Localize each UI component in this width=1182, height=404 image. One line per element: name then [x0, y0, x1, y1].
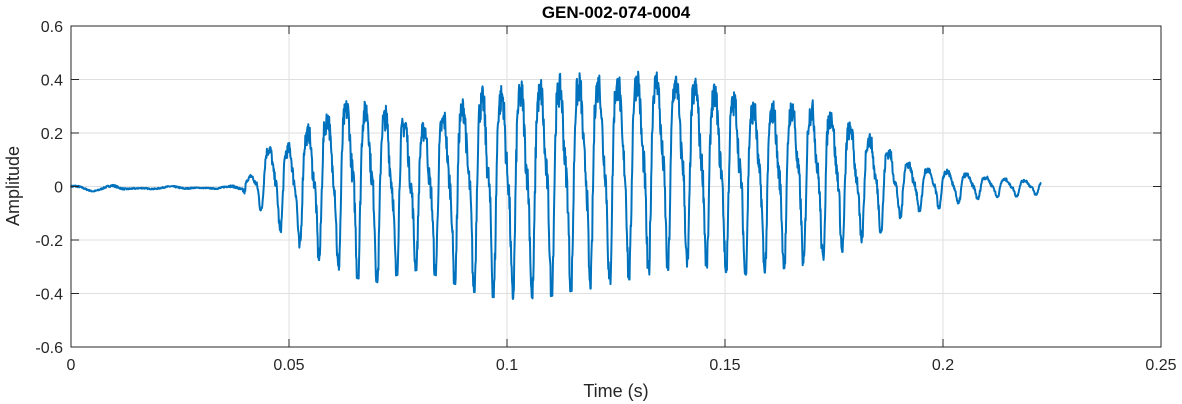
- x-tick-label: 0: [67, 357, 76, 374]
- x-tick-label: 0.15: [709, 357, 740, 374]
- y-tick-label: 0.4: [41, 73, 63, 90]
- waveform-series-line: [70, 70, 1042, 300]
- y-tick-label: 0: [54, 180, 63, 197]
- x-tick-label: 0.05: [273, 357, 304, 374]
- y-tick-label: -0.2: [35, 233, 63, 250]
- series-layer: [70, 70, 1042, 300]
- chart-title: GEN-002-074-0004: [542, 3, 691, 22]
- x-tick-labels: 0 0.05 0.1 0.15 0.2 0.25: [67, 357, 1177, 374]
- y-axis-label: Amplitude: [3, 146, 23, 226]
- y-tick-labels: -0.6 -0.4 -0.2 0 0.2 0.4 0.6: [35, 19, 63, 357]
- x-tick-label: 0.1: [496, 357, 518, 374]
- x-tick-label: 0.25: [1145, 357, 1176, 374]
- tick-marks: [70, 25, 1162, 348]
- x-tick-label: 0.2: [932, 357, 954, 374]
- y-tick-label: 0.6: [41, 19, 63, 36]
- y-tick-label: -0.6: [35, 340, 63, 357]
- y-tick-label: 0.2: [41, 126, 63, 143]
- x-axis-label: Time (s): [583, 381, 648, 401]
- y-tick-label: -0.4: [35, 287, 63, 304]
